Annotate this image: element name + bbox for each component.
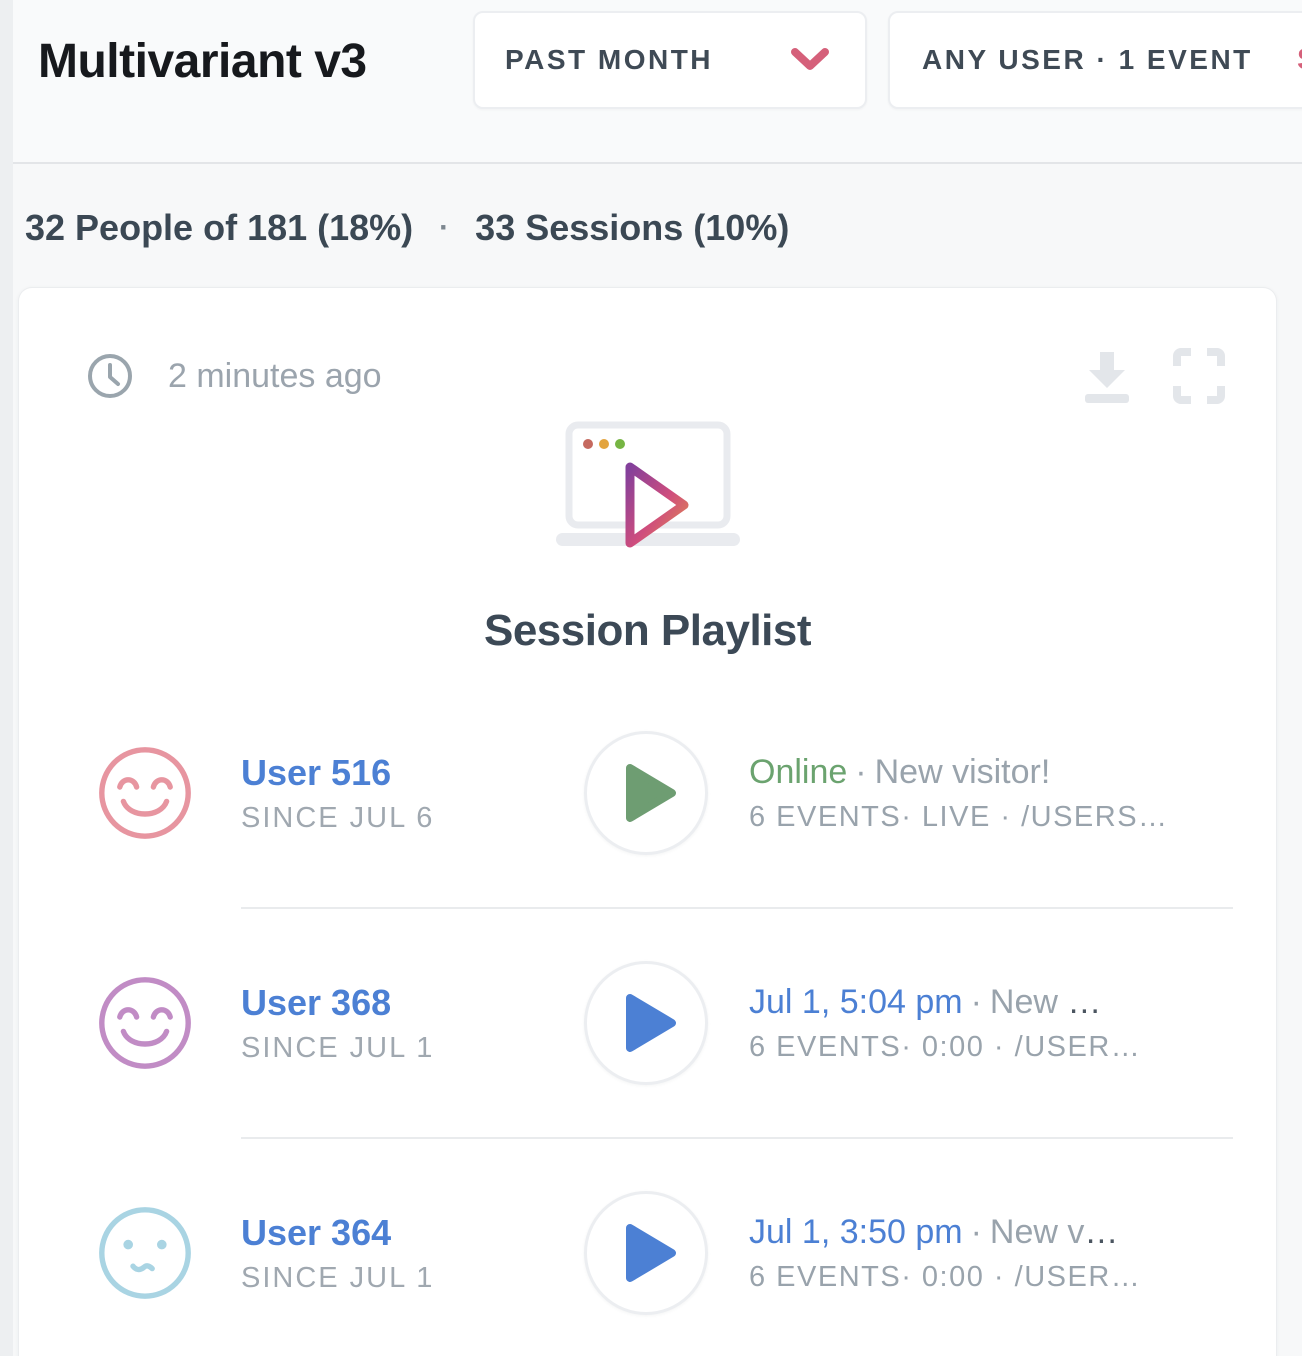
time-range-dropdown[interactable]: PAST MONTH — [473, 11, 867, 109]
download-icon[interactable] — [1081, 348, 1133, 404]
play-icon — [626, 764, 676, 822]
card-title: Session Playlist — [483, 606, 812, 655]
user-filter-dropdown[interactable]: ANY USER · 1 EVENT S — [888, 11, 1302, 109]
user-link[interactable]: User 364 — [241, 1211, 392, 1253]
clock-icon — [88, 354, 132, 398]
session-headline: New — [989, 982, 1058, 1021]
play-icon — [626, 1224, 676, 1282]
smiley-happy-icon — [99, 977, 191, 1069]
sessions-stat: 33 Sessions (10%) — [475, 207, 790, 248]
funnel-stats: 32 People of 181 (18%) · 33 Sessions (10… — [25, 207, 789, 249]
window-dot-red — [582, 439, 593, 449]
play-session-button[interactable] — [584, 731, 708, 855]
session-status[interactable]: Online — [749, 752, 848, 791]
user-link[interactable]: User 516 — [241, 751, 392, 793]
last-updated-text: 2 minutes ago — [168, 356, 382, 395]
session-meta: 6 EVENTS· 0:00 · /USER… — [749, 1261, 1142, 1294]
play-outline-icon — [625, 462, 688, 548]
user-filter-overflow-fragment: S — [1297, 43, 1302, 77]
session-status[interactable]: Jul 1, 3:50 pm — [749, 1212, 963, 1251]
time-range-label: PAST MONTH — [505, 44, 714, 75]
session-headline: New visitor! — [874, 752, 1051, 791]
session-row: User 364 SINCE JUL 1 Jul 1, 3:50 pm · New … — [19, 1137, 1276, 1356]
session-row: User 368 SINCE JUL 1 Jul 1, 5:04 pm · New … — [19, 907, 1276, 1138]
play-session-button[interactable] — [584, 1191, 708, 1315]
session-row: User 516 SINCE JUL 6 Online · New visitor!… — [19, 678, 1276, 908]
header-divider — [13, 162, 1302, 164]
video-player-illustration — [19, 420, 1276, 558]
user-since: SINCE JUL 1 — [241, 1032, 435, 1065]
chevron-down-icon — [791, 48, 829, 70]
report-header: Multivariant v3 PAST MONTH ANY USER · 1 … — [13, 0, 1302, 163]
card-toolbar: 2 minutes ago — [19, 348, 1276, 404]
session-meta: 6 EVENTS· LIVE · /USERS… — [749, 801, 1169, 834]
page-title: Multivariant v3 — [38, 35, 367, 88]
people-stat: 32 People of 181 (18%) — [25, 207, 414, 248]
session-status[interactable]: Jul 1, 5:04 pm — [749, 982, 963, 1021]
user-filter-label: ANY USER · 1 EVENT — [922, 44, 1253, 75]
user-since: SINCE JUL 1 — [241, 1262, 435, 1295]
window-dot-green — [614, 439, 625, 449]
play-icon — [626, 994, 676, 1052]
user-since: SINCE JUL 6 — [241, 802, 435, 835]
session-playlist-card: 2 minutes ago — [18, 287, 1277, 1356]
window-dot-orange — [598, 439, 609, 449]
session-headline: New v — [989, 1212, 1085, 1251]
session-meta: 6 EVENTS· 0:00 · /USER… — [749, 1031, 1142, 1064]
smiley-happy-icon — [99, 747, 191, 839]
play-session-button[interactable] — [584, 961, 708, 1085]
smiley-smirk-icon — [99, 1207, 191, 1299]
session-rows: User 516 SINCE JUL 6 Online · New visitor!… — [19, 678, 1276, 1356]
stats-separator: · — [439, 211, 450, 244]
user-link[interactable]: User 368 — [241, 981, 392, 1023]
left-edge-strip — [0, 0, 13, 1356]
fullscreen-icon[interactable] — [1173, 348, 1225, 404]
